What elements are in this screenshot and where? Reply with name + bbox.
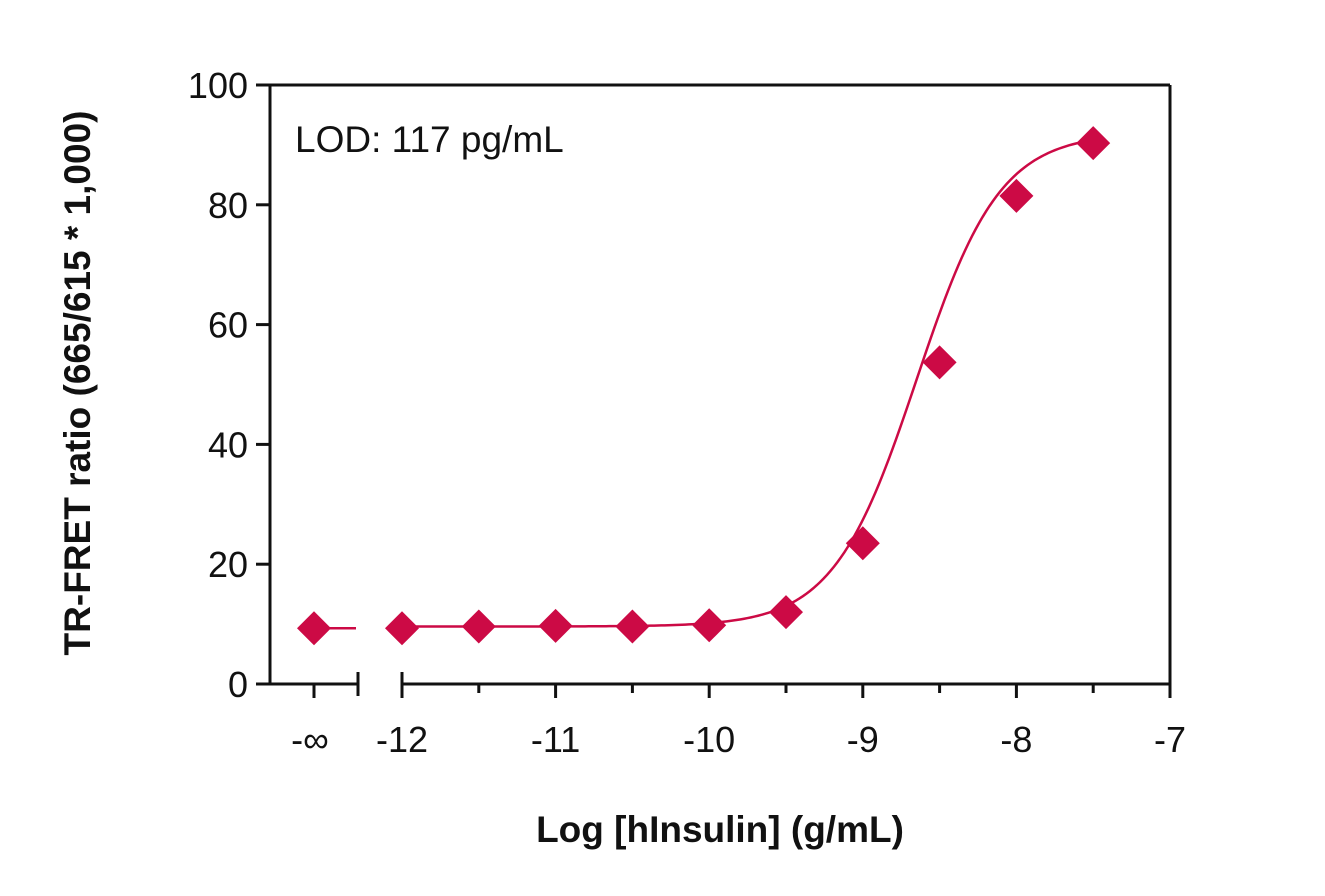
x-tick-label-zero: -∞ [291,719,329,760]
x-tick-label: -10 [683,719,735,760]
fit-curve-layer [314,138,1094,630]
data-markers [297,126,1111,646]
x-tick-label: -8 [1000,719,1032,760]
y-tick-label: 40 [208,424,248,465]
x-tick-label: -9 [847,719,879,760]
y-tick-label: 100 [188,65,248,106]
axes: 0 20 40 60 80 100 -12 -11 -10 -9 -8 -7 -∞ [188,65,1186,760]
lod-annotation: LOD: 117 pg/mL [295,119,564,160]
data-point [461,609,496,644]
y-axis-title: TR-FRET ratio (665/615 * 1,000) [57,111,98,656]
data-point-zero [297,611,331,646]
x-tick-label: -12 [376,719,428,760]
data-point [385,611,419,646]
data-point [999,178,1034,213]
fit-curve [402,138,1094,628]
x-tick-label: -7 [1154,719,1186,760]
y-tick-label: 60 [208,305,248,346]
x-axis-title: Log [hInsulin] (g/mL) [536,809,904,850]
x-tick-label: -11 [531,719,580,760]
y-tick-label: 20 [208,544,248,585]
data-point [769,595,803,630]
data-point [845,526,880,561]
data-point [1076,126,1111,161]
y-tick-label: 0 [228,664,248,705]
y-tick-label: 80 [208,185,248,226]
data-point [538,608,573,643]
data-point [692,608,727,643]
data-point [922,345,957,380]
data-point [615,609,650,644]
